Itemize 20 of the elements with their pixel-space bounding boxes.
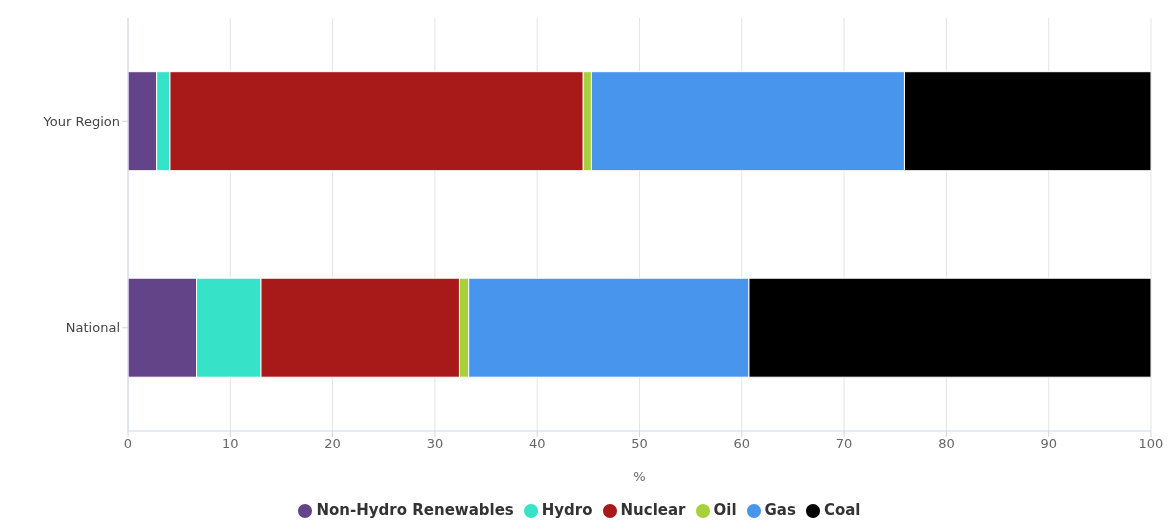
x-tick-label: 10 bbox=[222, 436, 239, 452]
legend-label: Oil bbox=[713, 501, 737, 519]
x-tick-label: 40 bbox=[528, 436, 546, 452]
x-tick-label: 80 bbox=[938, 436, 955, 452]
legend-label: Gas bbox=[764, 501, 796, 519]
x-tick-label: 70 bbox=[835, 436, 853, 452]
legend-label: Hydro bbox=[541, 501, 593, 519]
legend-label: Nuclear bbox=[620, 501, 686, 519]
x-tick-label: 30 bbox=[426, 436, 444, 452]
y-tick-label: Your Region bbox=[42, 113, 120, 129]
x-tick-label: 0 bbox=[123, 436, 133, 452]
x-tick-label: 50 bbox=[631, 436, 648, 452]
x-tick-label: 100 bbox=[1138, 436, 1164, 452]
x-tick-label: 60 bbox=[733, 436, 751, 452]
x-axis-title: % bbox=[633, 469, 646, 484]
legend-label: Non-Hydro Renewables bbox=[316, 501, 514, 519]
y-tick-label: National bbox=[65, 320, 120, 336]
legend-label: Coal bbox=[823, 501, 861, 519]
x-tick-label: 20 bbox=[324, 436, 341, 452]
x-tick-label: 90 bbox=[1040, 436, 1057, 452]
